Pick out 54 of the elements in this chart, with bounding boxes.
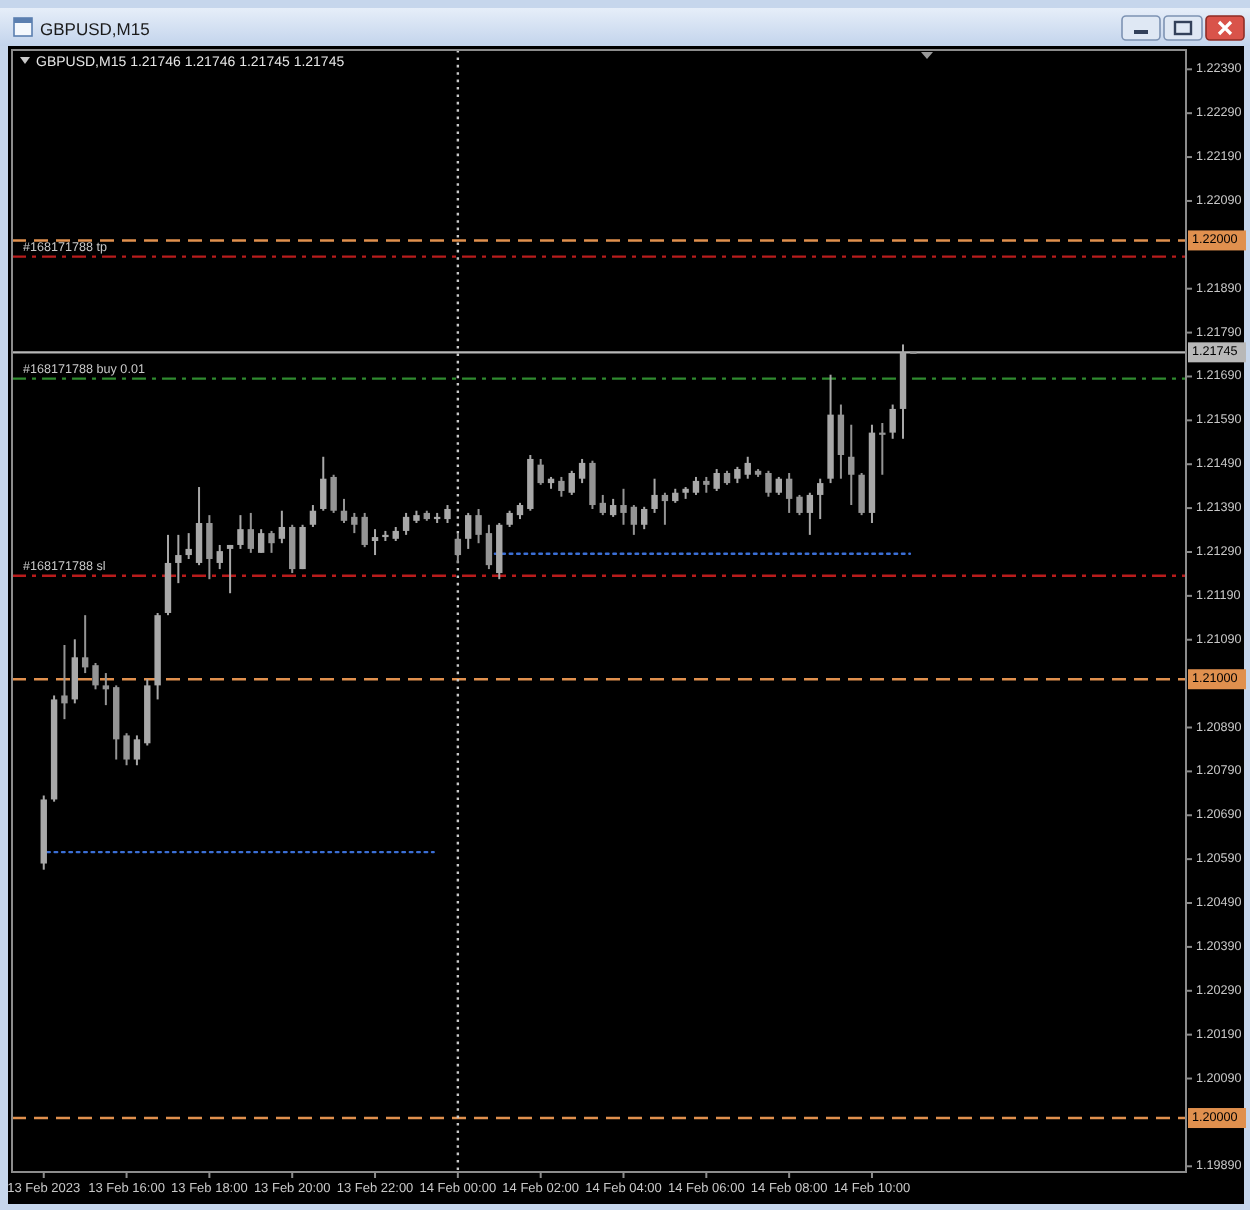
candlestick xyxy=(216,543,223,571)
candlestick xyxy=(889,403,896,440)
candlestick xyxy=(226,543,234,595)
candlestick xyxy=(299,523,306,571)
candlestick xyxy=(71,638,79,705)
candlestick xyxy=(589,459,596,510)
candlestick xyxy=(568,469,575,496)
candlestick xyxy=(641,505,648,531)
candlestick xyxy=(796,493,803,517)
candlestick xyxy=(330,473,337,514)
candlestick xyxy=(578,457,586,485)
candlestick xyxy=(195,486,203,567)
candlestick xyxy=(402,511,410,536)
candlestick xyxy=(465,511,472,550)
candlestick xyxy=(309,504,317,528)
candlestick xyxy=(289,523,296,575)
candlestick xyxy=(848,423,855,507)
candlestick xyxy=(537,457,544,486)
chart-title: GBPUSD,M15 xyxy=(40,19,151,39)
candlestick xyxy=(61,644,68,721)
candlestick xyxy=(371,528,379,557)
candlestick xyxy=(320,455,327,512)
candlestick xyxy=(133,734,141,767)
candlestick xyxy=(806,491,814,536)
candlestick xyxy=(558,475,565,498)
candlestick xyxy=(123,732,130,767)
candlestick xyxy=(247,511,254,554)
candlestick xyxy=(454,532,462,564)
candlestick xyxy=(765,469,772,498)
candlestick xyxy=(744,455,751,480)
candlestick xyxy=(237,514,244,550)
candlestick xyxy=(185,532,192,560)
candlestick xyxy=(879,421,886,476)
candlestick xyxy=(81,614,89,675)
candlestick xyxy=(837,403,845,480)
candlestick xyxy=(599,493,606,517)
candlestick xyxy=(858,472,865,517)
candlestick xyxy=(206,514,213,581)
candlestick xyxy=(257,528,265,554)
candlestick xyxy=(92,662,99,691)
candlestick xyxy=(620,487,627,526)
candlestick xyxy=(661,491,669,526)
candlestick xyxy=(485,523,493,571)
candlestick xyxy=(817,477,824,521)
candlestick xyxy=(475,507,482,545)
candlestick xyxy=(278,509,286,545)
candlestick xyxy=(268,529,275,554)
candlestick xyxy=(713,468,720,492)
candlestick xyxy=(175,533,182,585)
candlestick xyxy=(651,477,658,514)
candlestick xyxy=(785,472,793,514)
candlestick xyxy=(630,504,638,536)
candlestick xyxy=(102,672,110,707)
candlestick xyxy=(340,497,348,525)
